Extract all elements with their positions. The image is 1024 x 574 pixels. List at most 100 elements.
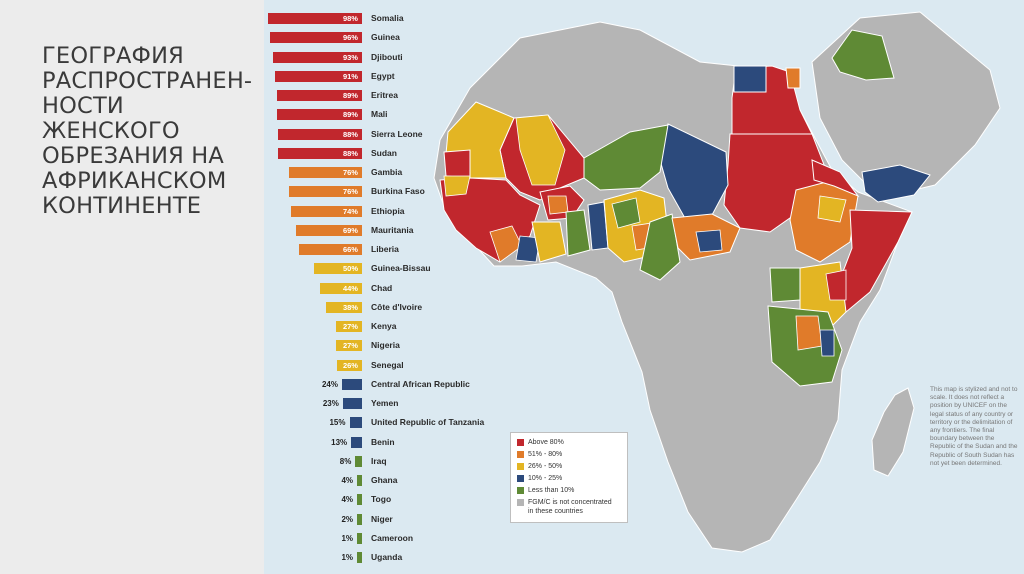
chart-category-label: Yemen (371, 398, 399, 408)
chart-bar (357, 513, 362, 525)
chart-value-label: 26% (342, 360, 358, 370)
chart-bar (351, 436, 362, 448)
chart-row: 8% Iraq (264, 455, 514, 468)
chart-category-label: Ghana (371, 475, 398, 485)
chart-category-label: Nigeria (371, 340, 400, 351)
chart-value-label: 23% (322, 399, 339, 408)
legend-label: 26% - 50% (528, 463, 563, 470)
chart-value-label: 27% (342, 322, 358, 331)
chart-category-label: Guinea (371, 32, 400, 43)
chart-bar (355, 455, 362, 467)
chart-value-label: 66% (342, 245, 358, 254)
legend-label: Above 80% (528, 439, 564, 446)
chart-row: 2% Niger (264, 513, 514, 526)
chart-row: 96% Guinea (264, 31, 514, 44)
slide-title-panel: ГЕОГРАФИЯ РАСПРОСТРАНЕН- НОСТИ ЖЕНСКОГО … (0, 0, 264, 574)
chart-row: 69% Mauritania (264, 224, 514, 237)
chart-bar: 69% (295, 224, 362, 236)
chart-category-label: Niger (371, 513, 393, 524)
chart-category-label: United Republic of Tanzania (371, 417, 485, 428)
cameroon-region (639, 213, 681, 281)
chart-value-label: 8% (339, 456, 352, 466)
chart-bar (349, 417, 362, 429)
chart-value-label: 1% (341, 553, 353, 562)
chart-category-label: Eritrea (371, 90, 398, 100)
chart-category-label: Iraq (371, 455, 387, 466)
chart-category-label: Sierra Leone (371, 128, 423, 139)
chart-category-label: Mali (371, 109, 388, 120)
chart-bar: 76% (289, 167, 362, 178)
legend-label: Less than 10% (528, 487, 575, 494)
chart-row: 91% Egypt (264, 70, 514, 83)
chart-value-label: 93% (342, 52, 358, 62)
chart-bar: 44% (319, 282, 362, 294)
chart-category-label: Liberia (371, 244, 399, 254)
chart-bar: 27% (336, 321, 362, 332)
chart-category-label: Ethiopia (371, 205, 405, 216)
chart-bar: 91% (274, 70, 362, 82)
eritrea-djibouti-region (811, 159, 860, 198)
chart-category-label: Guinea-Bissau (371, 263, 431, 274)
chart-category-label: Kenya (371, 321, 397, 331)
map-disclaimer: This map is stylized and not to scale. I… (930, 386, 1018, 467)
slide-title: ГЕОГРАФИЯ РАСПРОСТРАНЕН- НОСТИ ЖЕНСКОГО … (42, 43, 253, 219)
legend-swatch (517, 475, 524, 482)
chart-value-label: 1% (341, 533, 353, 543)
chart-value-label: 4% (341, 476, 353, 485)
legend-label: FGM/C is not concentrated in these count… (528, 499, 612, 515)
chart-category-label: Egypt (371, 70, 395, 81)
legend-swatch (517, 499, 524, 506)
chart-bar: 74% (290, 205, 362, 217)
chart-bar (357, 475, 362, 486)
africa-map (264, 0, 1024, 574)
chart-category-label: Chad (371, 282, 393, 293)
cote-divoire-region (531, 221, 567, 263)
chart-value-label: 24% (321, 379, 338, 389)
chart-category-label: Benin (371, 436, 395, 447)
chart-bar: 89% (276, 90, 362, 101)
chart-row: 15% United Republic of Tanzania (264, 416, 514, 429)
legend-swatch (517, 451, 524, 458)
chart-value-label: 4% (341, 495, 353, 505)
legend-swatch (517, 463, 524, 470)
madagascar (871, 387, 915, 477)
chart-category-label: Togo (371, 494, 392, 505)
chart-row: 66% Liberia (264, 243, 514, 256)
map-legend: Above 80% 51% - 80% 26% - 50% 10% - 25% Less… (510, 432, 628, 523)
chart-row: 23% Yemen (264, 397, 514, 410)
chart-row: 88% Sierra Leone (264, 128, 514, 141)
yemen-region (861, 164, 931, 203)
chart-row: 38% Côte d'Ivoire (264, 301, 514, 314)
iraq-region (831, 29, 895, 81)
chart-value-label: 69% (342, 225, 358, 235)
chart-bar: 76% (289, 186, 362, 198)
niger-region (583, 124, 669, 191)
chart-bar: 98% (267, 13, 362, 24)
chart-row: 13% Benin (264, 436, 514, 449)
chart-row: 27% Nigeria (264, 339, 514, 352)
chart-row: 88% Sudan (264, 147, 514, 160)
chart-row: 44% Chad (264, 282, 514, 295)
chart-bar: 27% (336, 340, 362, 352)
chart-bar (342, 398, 362, 409)
chart-bar (357, 552, 362, 563)
chart-category-label: Burkina Faso (371, 186, 425, 197)
somalia-region (835, 209, 913, 313)
legend-swatch (517, 439, 524, 446)
chart-category-label: Central African Republic (371, 378, 470, 389)
chart-bar: 50% (314, 263, 362, 275)
legend-label: 51% - 80% (528, 451, 563, 458)
chart-row: 27% Kenya (264, 320, 514, 333)
map-canvas (433, 11, 1001, 553)
chart-bar: 96% (269, 32, 362, 44)
chart-row: 74% Ethiopia (264, 205, 514, 218)
chart-value-label: 38% (342, 302, 358, 312)
chart-row: 4% Ghana (264, 474, 514, 487)
chart-value-label: 2% (341, 514, 353, 524)
chart-row: 4% Togo (264, 493, 514, 506)
chart-value-label: 50% (342, 264, 358, 274)
chart-value-label: 96% (342, 33, 358, 43)
chart-row: 50% Guinea-Bissau (264, 262, 514, 275)
chart-category-label: Cameroon (371, 532, 414, 543)
chart-value-label: 88% (342, 129, 358, 139)
